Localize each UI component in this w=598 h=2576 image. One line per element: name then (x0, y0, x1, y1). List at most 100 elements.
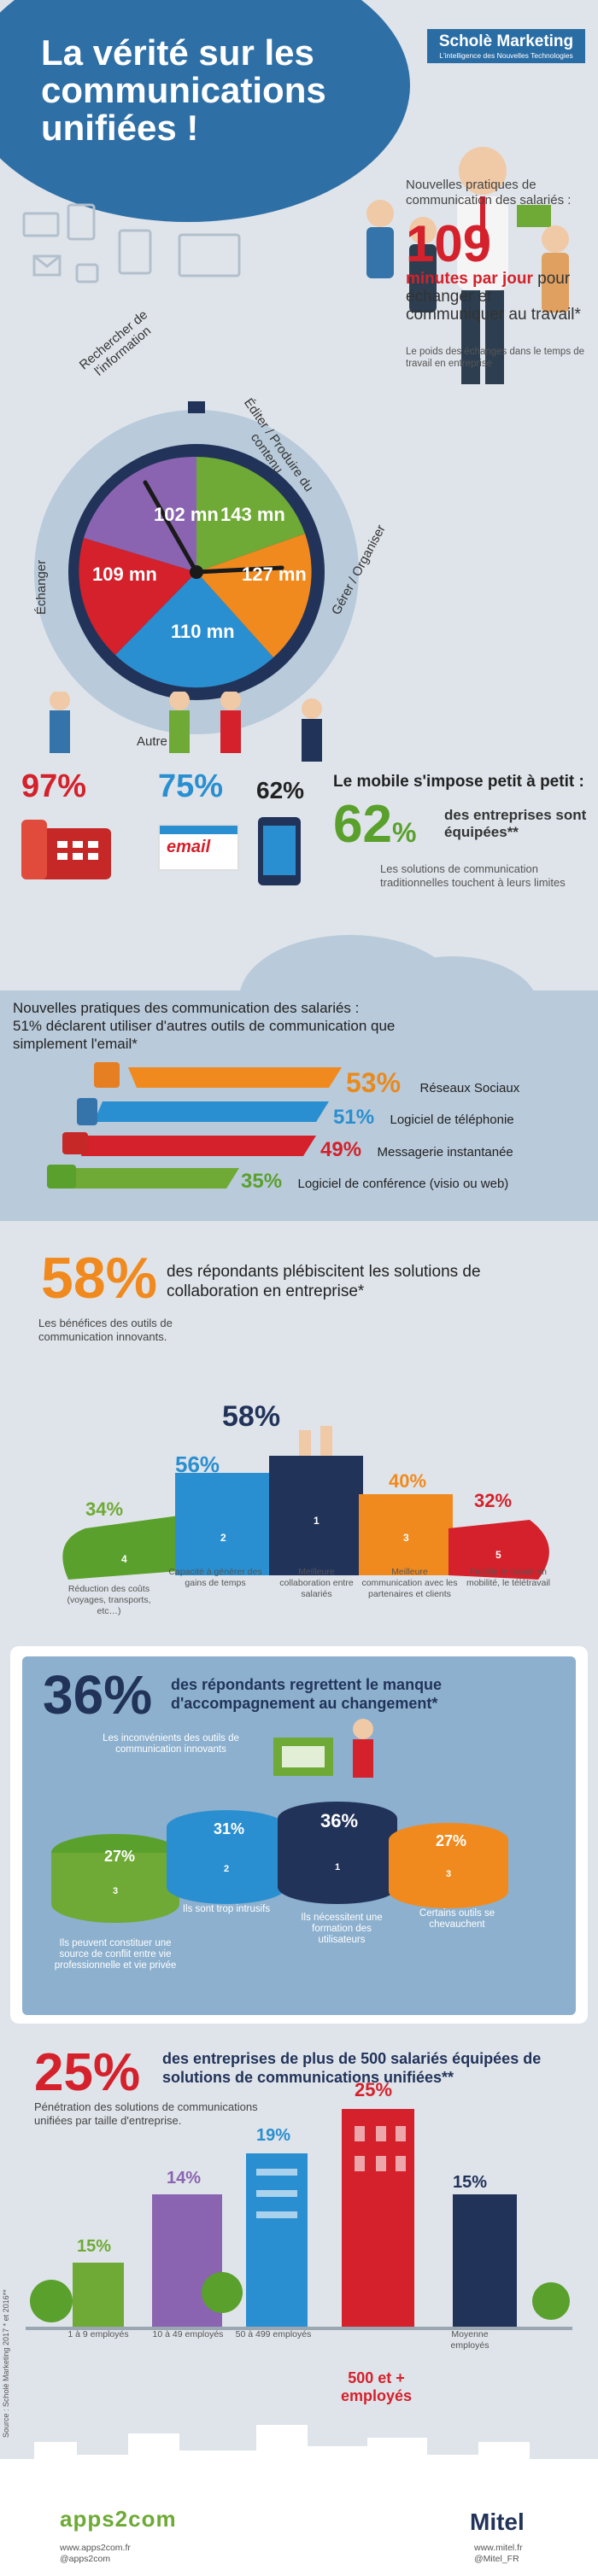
building-3 (246, 2153, 308, 2327)
collab-text: des répondants plébiscitent les solution… (167, 1263, 481, 1300)
video-icon (47, 1165, 76, 1189)
collab-sub: Les bénéfices des outils de communicatio… (38, 1317, 173, 1343)
podium-rank-3: 3 (403, 1532, 409, 1544)
company-label-3: 50 à 499 employés (235, 2329, 312, 2339)
collab-step-value-3: 40% (389, 1470, 427, 1492)
regret-cylinder-3 (278, 1802, 397, 1904)
brand-tagline: L'intelligence des Nouvelles Technologie… (439, 51, 573, 60)
chat-icon (62, 1132, 88, 1154)
mitel-logo: Mitel (470, 2509, 525, 2535)
mobile-stat-email: 75% (158, 768, 224, 804)
tools-intro-line1: Nouvelles pratiques des communication de… (13, 1000, 360, 1016)
tool-value-social: 53% (346, 1067, 402, 1098)
regret-label-3: Ils nécessitent une formation des utilis… (301, 1913, 383, 1945)
page-title: La vérité sur les communications unifiée… (41, 32, 326, 148)
tool-row-telephony: 51% Logiciel de téléphonie (333, 1106, 589, 1130)
collab-step-value-1: 58% (222, 1400, 281, 1433)
building-1 (73, 2263, 124, 2327)
mobile-stat-smartphone: 62% (256, 777, 305, 803)
apps2com-url[interactable]: www.apps2com.fr (60, 2543, 131, 2553)
podium-step-4 (62, 1516, 179, 1580)
regret-rank-2: 2 (224, 1864, 229, 1874)
mobile-big-text: des entreprises sont équipées** (444, 807, 587, 840)
company-label-2: 10 à 49 employés (152, 2329, 224, 2339)
companies-sub: Pénétration des solutions de communicati… (34, 2100, 258, 2127)
tool-value-conference: 35% (241, 1170, 283, 1193)
tool-row-conference: 35% Logiciel de conférence (visio ou web… (241, 1170, 591, 1194)
stat-109-emph: minutes par jour (406, 270, 533, 288)
regret-cylinder-2 (167, 1810, 286, 1904)
phone-icon (77, 1098, 97, 1125)
clock-value-organize: 127 mn (242, 564, 307, 585)
mobile-note: Les solutions de communication tradition… (380, 862, 566, 889)
tool-label-conference: Logiciel de conférence (visio ou web) (297, 1177, 509, 1191)
mobile-big-value: 62% (333, 798, 416, 859)
regret-label-1: Ils peuvent constituer une source de con… (54, 1938, 177, 1971)
clock-value-other: 110 mn (171, 621, 235, 642)
companies-buildings-chart (26, 2109, 572, 2330)
company-value-4: 25% (355, 2079, 393, 2100)
building-4 (342, 2109, 414, 2327)
podium-rank-2: 2 (220, 1532, 226, 1544)
clock-value-exchange: 109 mn (92, 564, 157, 585)
regret-cylinders-chart: 27% 31% 36% 27% 3 2 1 3 (51, 1802, 508, 1923)
collab-step-label-1: Meilleure collaboration entre salariés (279, 1567, 354, 1599)
stat-109-note: Le poids des échanges dans le temps de t… (406, 347, 585, 369)
tool-bar-conference (64, 1168, 239, 1189)
regret-label-4: Certains outils se chevauchent (419, 1908, 495, 1930)
tool-bar-telephony (94, 1101, 329, 1122)
apps2com-logo: apps2com (60, 2506, 177, 2532)
apps2com-handle[interactable]: @apps2com (60, 2554, 111, 2564)
tool-row-social: 53% Réseaux Sociaux (346, 1067, 594, 1099)
regret-cylinder-4 (389, 1823, 508, 1908)
collab-step-value-5: 32% (474, 1490, 513, 1511)
smartphone-icon (258, 817, 301, 885)
clock-slice-exchange (79, 538, 196, 655)
mobile-big-number: 62 (333, 795, 392, 854)
regret-rank-3: 1 (335, 1862, 340, 1872)
building-5 (453, 2194, 517, 2327)
company-label-5: Moyenne employés (450, 2329, 490, 2351)
stat-109-rest: pour échanger et communiquer au travail* (406, 270, 581, 324)
presenter-screen-illustration (273, 1719, 373, 1778)
brand-badge: Scholè Marketing L'intelligence des Nouv… (427, 29, 585, 63)
collab-podium-chart: 4 2 1 3 5 (62, 1426, 549, 1580)
stat-109-intro: Nouvelles pratiques de communication des… (406, 178, 572, 207)
collab-step-label-5: Facilite le travail en mobilité, le télé… (466, 1567, 551, 1588)
podium-step-5 (448, 1520, 549, 1580)
clock-label-other: Autre (137, 734, 167, 749)
regret-sub: Les inconvénients des outils de communic… (103, 1733, 239, 1755)
mitel-url[interactable]: www.mitel.fr (474, 2543, 523, 2553)
companies-text: des entreprises de plus de 500 salariés … (162, 2050, 542, 2086)
business-people-illustration (366, 147, 569, 384)
podium-step-2 (175, 1473, 273, 1575)
tool-label-telephony: Logiciel de téléphonie (390, 1113, 514, 1127)
email-icon-label: email (167, 838, 211, 856)
clock-chart: 102 mn 143 mn 127 mn 110 mn 109 mn (34, 401, 359, 734)
tool-value-telephony: 51% (333, 1106, 375, 1129)
collab-step-value-4: 34% (85, 1498, 124, 1520)
companies-big: 25% (34, 2043, 141, 2102)
tools-bars-chart (47, 1062, 342, 1189)
tech-icons-illustration (22, 203, 241, 283)
podium-step-1 (269, 1456, 363, 1575)
collab-big: 58% (41, 1246, 158, 1311)
mobile-headline: Le mobile s'impose petit à petit : (333, 773, 584, 791)
tool-bar-social (128, 1067, 342, 1088)
clock-value-produce: 143 mn (220, 504, 285, 525)
people-around-clock-illustration (50, 692, 322, 762)
brand-name: Scholè Marketing (438, 32, 574, 50)
collab-step-label-2: Capacité à générer des gains de temps (168, 1567, 262, 1588)
regret-text: des répondants regrettent le manque d'ac… (171, 1676, 443, 1712)
tools-intro: Nouvelles pratiques des communication de… (13, 999, 457, 1053)
tool-row-im: 49% Messagerie instantanée (320, 1138, 594, 1162)
collab-step-label-3: Meilleure communication avec les partena… (361, 1567, 458, 1599)
tool-value-im: 49% (320, 1138, 362, 1161)
regret-value-2: 31% (214, 1820, 244, 1837)
regret-big: 36% (43, 1664, 153, 1726)
twitter-icon (94, 1062, 120, 1088)
email-icon: email (158, 824, 239, 871)
company-label-4: 500 et + employés (340, 2369, 413, 2404)
mitel-handle[interactable]: @Mitel_FR (474, 2554, 519, 2564)
